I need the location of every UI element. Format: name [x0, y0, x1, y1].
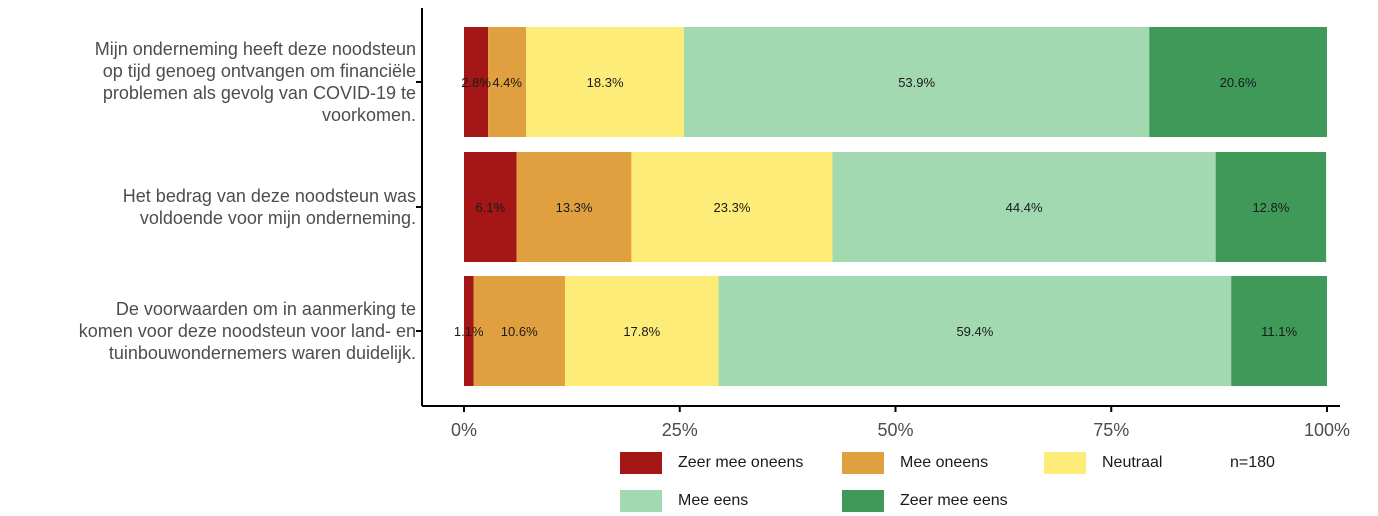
bar-value-label: 53.9%: [898, 75, 935, 90]
sample-size-note: n=180: [1230, 454, 1275, 471]
bar-value-label: 2.8%: [461, 75, 491, 90]
y-category-label-line: komen voor deze noodsteun voor land- en: [78, 321, 416, 341]
bar-segment: [516, 152, 632, 262]
legend-item-zeer-mee-oneens: Zeer mee oneens: [620, 452, 803, 474]
y-category-label: Mijn onderneming heeft deze noodsteun op …: [0, 38, 416, 126]
bar-segment: [473, 276, 565, 386]
bar-value-label: 12.8%: [1252, 200, 1289, 215]
legend-item-mee-eens: Mee eens: [620, 490, 748, 512]
data-labels-group: 2.8% 4.4% 18.3% 53.9% 20.6% 6.1% 13.3% 23.3% 44.…: [454, 75, 1298, 339]
legend-swatch: [620, 490, 662, 512]
bar-value-label: 10.6%: [501, 324, 538, 339]
y-category-label-line: Mijn onderneming heeft deze noodsteun: [94, 39, 416, 59]
bar-segment: [684, 27, 1150, 137]
x-axis-ticks: 0% 25% 50% 75% 100%: [451, 406, 1350, 440]
bar-segment: [464, 152, 517, 262]
y-axis-ticks: [416, 81, 422, 332]
x-tick-label: 0%: [451, 420, 477, 440]
bar-value-label: 1.1%: [454, 324, 484, 339]
bar-value-label: 44.4%: [1006, 200, 1043, 215]
legend-item-neutraal: Neutraal: [1044, 452, 1162, 474]
bar-value-label: 13.3%: [556, 200, 593, 215]
bar-segment: [464, 27, 489, 137]
y-category-label-line: De voorwaarden om in aanmerking te: [115, 299, 416, 319]
bar-segment: [718, 276, 1232, 386]
bar-segment: [526, 27, 685, 137]
y-category-label-line: voldoende voor mijn onderneming.: [139, 208, 416, 228]
legend-item-zeer-mee-eens: Zeer mee eens: [842, 490, 1008, 512]
bar-segment: [464, 276, 474, 386]
bar-segment: [564, 276, 719, 386]
y-category-label: Het bedrag van deze noodsteun was voldoen…: [0, 185, 416, 229]
legend-item-mee-oneens: Mee oneens: [842, 452, 988, 474]
legend-swatch: [842, 452, 884, 474]
x-tick-label: 50%: [877, 420, 913, 440]
x-tick-label: 25%: [662, 420, 698, 440]
x-tick-label: 100%: [1304, 420, 1350, 440]
bars-group: [464, 27, 1327, 386]
y-category-label-line: op tijd genoeg ontvangen om financiële: [102, 61, 416, 81]
bar-value-label: 6.1%: [476, 200, 506, 215]
bar-value-label: 20.6%: [1220, 75, 1257, 90]
x-tick-label: 75%: [1093, 420, 1129, 440]
bar-value-label: 11.1%: [1261, 324, 1297, 339]
bar-segment: [488, 27, 527, 137]
bar-segment: [832, 152, 1216, 262]
bar-segment: [1215, 152, 1327, 262]
legend-swatch: [842, 490, 884, 512]
legend-label: Mee oneens: [900, 454, 989, 471]
y-category-label-line: voorkomen.: [321, 105, 416, 125]
bar-value-label: 17.8%: [623, 324, 660, 339]
bar-value-label: 4.4%: [492, 75, 522, 90]
bar-segment: [1149, 27, 1327, 137]
bar-value-label: 59.4%: [956, 324, 993, 339]
y-category-label: De voorwaarden om in aanmerking te komen …: [0, 298, 416, 364]
legend-label: Zeer mee oneens: [678, 454, 804, 471]
legend-label: Mee eens: [678, 492, 749, 509]
legend-swatch: [1044, 452, 1086, 474]
bar-segment: [1231, 276, 1327, 386]
y-category-label-line: Het bedrag van deze noodsteun was: [122, 186, 416, 206]
legend-label: Zeer mee eens: [900, 492, 1008, 509]
legend-label: Neutraal: [1102, 454, 1163, 471]
bar-value-label: 18.3%: [587, 75, 624, 90]
bar-segment: [631, 152, 833, 262]
bar-value-label: 23.3%: [714, 200, 751, 215]
y-category-label-line: problemen als gevolg van COVID-19 te: [102, 83, 416, 103]
legend-swatch: [620, 452, 662, 474]
y-category-label-line: tuinbouwondernemers waren duidelijk.: [108, 343, 416, 363]
